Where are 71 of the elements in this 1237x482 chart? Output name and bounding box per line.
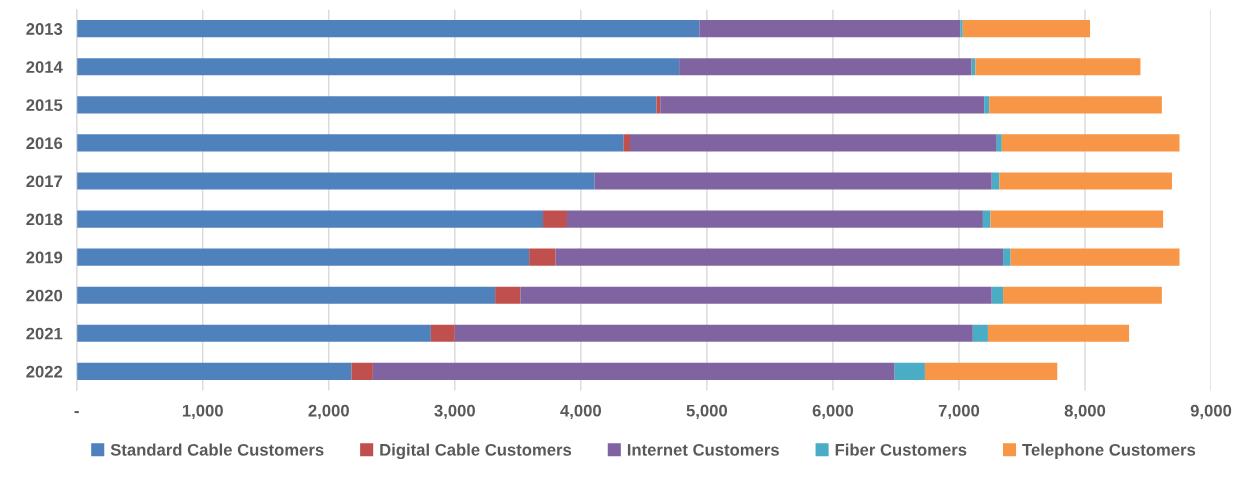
bar <box>520 286 992 304</box>
bar <box>989 96 1162 114</box>
bar <box>76 20 700 38</box>
bar <box>629 134 997 152</box>
bar <box>76 96 657 114</box>
bar <box>660 96 985 114</box>
bar <box>1003 286 1162 304</box>
x-tick-label: 5,000 <box>686 404 728 419</box>
legend-label: Digital Cable Customers <box>380 443 572 460</box>
bar <box>972 324 988 342</box>
bar <box>76 172 595 190</box>
bar <box>372 362 895 380</box>
x-tick-label: 1,000 <box>182 404 223 419</box>
bar <box>76 324 431 342</box>
y-tick-label: 2020 <box>26 289 63 302</box>
bar <box>454 324 973 342</box>
bar <box>679 58 972 76</box>
legend-label: Internet Customers <box>627 443 779 456</box>
y-tick-label: 2019 <box>26 251 63 264</box>
y-tick-label: 2016 <box>26 137 63 150</box>
bar <box>543 210 567 228</box>
bar <box>594 172 992 190</box>
legend-label: Standard Cable Customers <box>110 443 324 456</box>
bar <box>984 96 990 114</box>
bar <box>991 286 1004 304</box>
bar <box>1010 248 1180 266</box>
bar <box>529 248 556 266</box>
bar <box>990 210 1164 228</box>
bar <box>982 210 991 228</box>
bar <box>76 58 680 76</box>
legend-label: Fiber Customers <box>835 443 967 456</box>
legend-label: Telephone Customers <box>1022 443 1196 460</box>
x-tick-label: 6,000 <box>812 404 854 419</box>
x-tick-label: 7,000 <box>938 404 980 419</box>
bar <box>699 20 961 38</box>
bar <box>962 20 1091 38</box>
y-tick-label: 2018 <box>26 213 63 226</box>
y-tick-label: 2022 <box>26 365 63 378</box>
bar <box>924 362 1058 380</box>
bar <box>987 324 1130 342</box>
bar <box>566 210 983 228</box>
bar <box>960 20 963 38</box>
x-tick-label: - <box>74 411 79 414</box>
bar <box>1001 134 1180 152</box>
bar <box>623 134 630 152</box>
y-tick-label: 2013 <box>26 23 63 35</box>
bar <box>76 210 544 228</box>
bar <box>991 172 1000 190</box>
bar <box>495 286 521 304</box>
x-tick-label: 4,000 <box>560 404 602 419</box>
x-tick-label: 2,000 <box>308 404 349 419</box>
bar <box>996 134 1002 152</box>
y-tick-label: 2021 <box>26 327 63 340</box>
x-tick-label: 8,000 <box>1064 404 1106 419</box>
bar <box>76 134 624 152</box>
bar <box>975 58 1141 76</box>
y-tick-label: 2014 <box>26 61 63 73</box>
bar <box>1003 248 1011 266</box>
bar <box>76 248 530 266</box>
bar <box>656 96 661 114</box>
x-tick-label: 9,000 <box>1190 404 1232 419</box>
bar <box>555 248 1004 266</box>
bar <box>894 362 925 380</box>
bar <box>430 324 455 342</box>
y-tick-label: 2017 <box>26 175 63 188</box>
bar <box>76 286 496 304</box>
y-tick-label: 2015 <box>26 99 63 112</box>
bar <box>76 362 352 380</box>
bar <box>999 172 1172 190</box>
x-tick-label: 3,000 <box>434 404 475 419</box>
bar <box>351 362 373 380</box>
